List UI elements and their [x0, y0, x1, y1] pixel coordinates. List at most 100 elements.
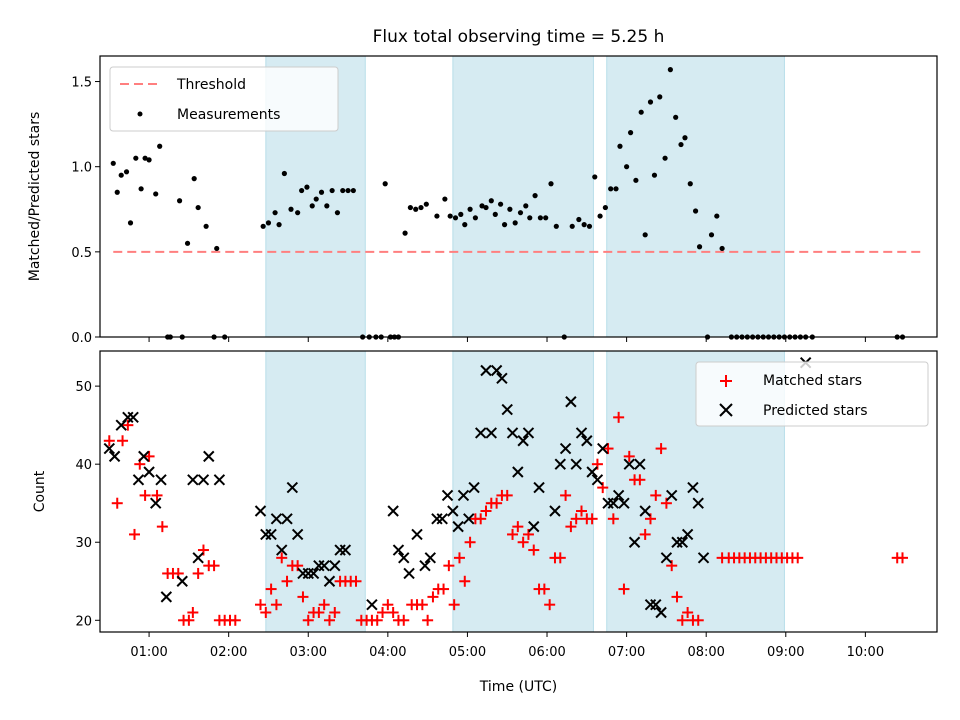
ratio-y-tick-label: 0.0 [71, 331, 92, 346]
predicted-star-point [187, 474, 199, 486]
measurement-point [313, 196, 319, 202]
predicted-star-point [501, 403, 513, 416]
matched-star-point [475, 513, 487, 525]
matched-star-point [443, 560, 455, 572]
matched-star-point [570, 513, 582, 525]
predicted-star-point [411, 528, 423, 541]
measurement-point [110, 160, 116, 166]
matched-star-point [229, 614, 241, 626]
matched-star-point [187, 606, 199, 618]
measurement-point [592, 174, 598, 180]
predicted-star-point [197, 474, 210, 486]
measurement-point [624, 164, 630, 170]
measurement-point [318, 189, 325, 195]
measurement-point [146, 157, 152, 163]
predicted-star-point [490, 364, 503, 377]
measurement-point [329, 187, 335, 194]
matched-star-point [398, 614, 410, 626]
predicted-star-point [424, 552, 436, 564]
measurement-point [687, 181, 693, 187]
measurement-point [543, 215, 549, 221]
measurement-point [576, 216, 582, 223]
measurement-point [127, 220, 134, 226]
predicted-star-point [254, 505, 267, 517]
ratio-subplot: 0.0 0.5 1.0 1.5 Flux total observing time =… [27, 27, 938, 346]
measurement-point [133, 155, 139, 161]
measurement-point [138, 186, 144, 192]
time-x-tick-label: 06:00 [528, 645, 565, 660]
matched-star-point [586, 513, 598, 525]
measurement-point [597, 213, 603, 219]
predicted-star-point [517, 435, 529, 447]
matched-star-point [554, 552, 566, 564]
predicted-star-point [554, 458, 566, 470]
measurement-point [569, 223, 575, 229]
measurement-point [696, 244, 703, 250]
measurement-point [288, 206, 294, 212]
measurement-point [527, 215, 533, 221]
ratio-plot-frame [99, 55, 938, 338]
measurement-point [118, 172, 124, 178]
measurement-point [184, 240, 191, 246]
measurement-point [497, 201, 504, 207]
predicted-star-point [155, 474, 167, 486]
measurement-point [423, 201, 429, 207]
predicted-star-point [575, 427, 588, 439]
measurement-point [458, 211, 464, 217]
top-interval-3 [606, 55, 785, 338]
measurement-point [276, 222, 282, 228]
legend-predicted-label: Predicted stars [763, 403, 868, 419]
measurement-point [507, 206, 513, 212]
measurement-point [203, 223, 209, 229]
predicted-star-point [665, 489, 678, 502]
bottom-interval-2 [452, 350, 594, 633]
measurement-point [678, 141, 684, 148]
matched-star-point [103, 435, 115, 447]
predicted-star-point [403, 567, 415, 580]
matched-star-point [139, 489, 151, 501]
matched-star-point [792, 552, 804, 564]
matched-star-point [208, 560, 220, 572]
predicted-star-point [639, 505, 651, 517]
measurement-point [345, 187, 351, 194]
time-x-ticks: 01:00 02:00 03:00 04:00 05:00 06:00 07:00 08:00… [130, 632, 884, 660]
legend-matched-label: Matched stars [763, 373, 862, 389]
predicted-star-point [612, 489, 625, 502]
matched-star-point [276, 552, 288, 564]
predicted-star-point [559, 442, 572, 455]
measurement-point [114, 189, 120, 195]
matched-star-point [491, 497, 503, 509]
predicted-star-point [586, 466, 598, 478]
measurement-point [299, 187, 305, 194]
matched-star-point [618, 583, 630, 595]
measurement-point [452, 215, 459, 221]
measurement-point [682, 135, 688, 141]
measurement-point [714, 213, 720, 219]
ratio-y-tick-label: 1.0 [71, 161, 92, 176]
observing-intervals-top [265, 55, 785, 338]
matched-star-point [565, 521, 577, 533]
measurement-point [214, 245, 220, 252]
predicted-star-point [419, 559, 431, 572]
matched-star-point [183, 614, 195, 626]
count-y-axis-label: Count [32, 470, 48, 512]
legend-predicted-swatch [719, 403, 733, 417]
predicted-star-point [697, 552, 710, 564]
measurement-point [447, 213, 453, 219]
matched-star-point [350, 575, 362, 587]
matched-star-point [607, 513, 619, 525]
matched-star-point [512, 521, 524, 533]
matched-star-point [560, 489, 572, 501]
time-x-axis-label: Time (UTC) [479, 679, 557, 695]
matched-star-point [387, 606, 399, 618]
measurement-point [467, 206, 473, 212]
predicted-star-point [570, 458, 582, 470]
predicted-star-point [655, 606, 667, 619]
predicted-star-point [339, 544, 352, 556]
measurement-point [309, 203, 315, 209]
measurement-point [295, 210, 301, 216]
measurement-point [638, 109, 644, 115]
ratio-legend: Threshold Measurements [109, 66, 339, 132]
measurement-point [176, 198, 183, 204]
